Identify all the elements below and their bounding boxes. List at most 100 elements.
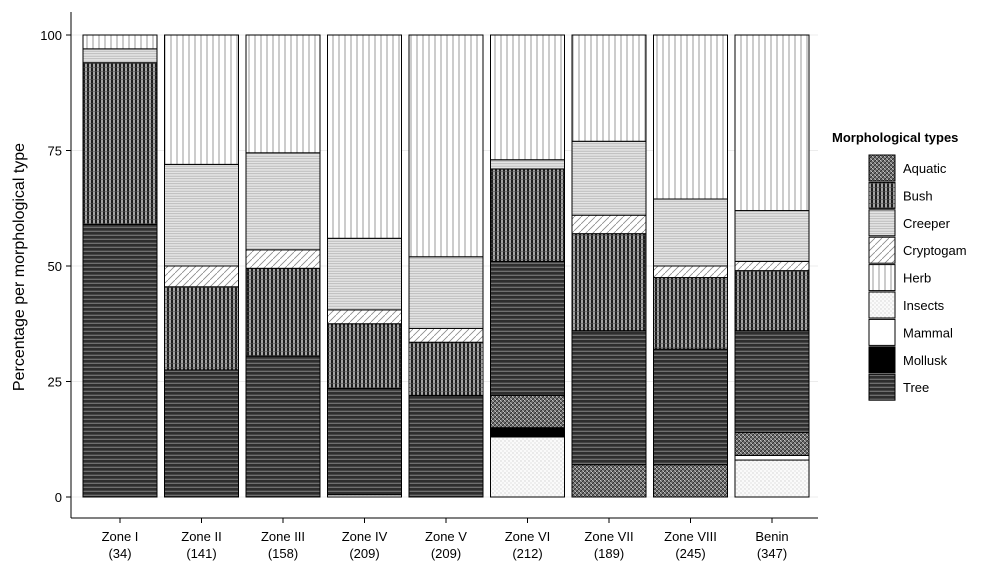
bar-segment-creeper [734,210,810,262]
x-tick-count: (158) [268,546,298,561]
legend-swatch-mammal [868,318,896,346]
bar-segment-bush [245,267,321,357]
bar-segment-bush [571,233,647,332]
bar-stack [408,34,484,498]
y-tick-label: 100 [40,28,62,43]
bars [82,34,810,498]
legend-swatch-tree [868,373,896,401]
bar-segment-bush [653,277,728,350]
bar-segment-cryptogam [245,249,321,269]
bar-segment-creeper [82,48,158,64]
bar-segment-cryptogam [653,265,728,279]
bar-segment-herb [82,34,158,50]
x-tick-label: Zone I [102,529,139,544]
bar-stack [571,34,647,498]
bar-stack [245,34,321,498]
bar-segment-herb [653,34,728,200]
bar-segment-aquatic [490,394,565,429]
legend-label: Aquatic [903,161,947,176]
bar-segment-tree [82,223,158,498]
legend-label: Tree [903,380,929,395]
x-tick-count: (347) [757,546,787,561]
legend-label: Mammal [903,325,953,340]
legend-swatch-bush [868,181,896,209]
bar-segment-creeper [164,163,239,267]
bar-segment-herb [571,34,647,142]
x-tick-label: Zone VI [505,529,551,544]
legend-label: Cryptogam [903,243,967,258]
x-tick-label: Zone VII [584,529,633,544]
y-tick-label: 75 [48,144,62,159]
legend-swatch-mollusk [868,346,896,374]
bar-segment-creeper [653,198,728,267]
bar-segment-tree [490,260,565,396]
x-axis: Zone I (34) Zone II (141) Zone III (158) Zone … [102,518,789,561]
bar-segment-tree [164,369,239,498]
x-tick-count: (245) [675,546,705,561]
bar-segment-aquatic [571,464,647,498]
bar-stack [327,34,402,498]
bar-segment-insects [734,459,810,498]
x-tick-count: (141) [186,546,216,561]
x-tick-count: (189) [594,546,624,561]
bar-segment-creeper [408,256,484,329]
legend-label: Herb [903,271,931,286]
bar-segment-mollusk [490,427,565,438]
bar-stack [490,34,565,498]
bar-stack [734,34,810,498]
bar-segment-bush [82,62,158,225]
x-tick-count: (34) [108,546,131,561]
bar-stack [653,34,728,498]
bar-segment-bush [164,286,239,371]
bar-segment-tree [327,387,402,496]
bar-segment-tree [653,348,728,466]
bar-segment-aquatic [734,431,810,456]
bar-segment-cryptogam [327,309,402,325]
x-tick-label: Zone IV [342,529,388,544]
legend-swatch-aquatic [868,154,896,182]
bar-segment-cryptogam [734,260,810,272]
x-tick-label: Zone VIII [664,529,717,544]
x-tick-label: Zone II [181,529,221,544]
bar-segment-creeper [490,159,565,170]
legend: Aquatic Bush Creeper Cryptogam Herb Insects Ma… [868,154,967,401]
legend-label: Creeper [903,216,951,231]
bar-stack [164,34,239,498]
bar-segment-bush [327,323,402,389]
legend-label: Insects [903,298,945,313]
bar-stack [82,34,158,498]
x-tick-label: Benin [755,529,788,544]
bar-segment-herb [245,34,321,154]
bar-segment-tree [245,355,321,498]
bar-segment-creeper [245,152,321,251]
bar-segment-bush [408,341,484,396]
bar-segment-creeper [571,140,647,216]
legend-label: Bush [903,188,933,203]
legend-swatch-herb [868,264,896,292]
bar-segment-aquatic [653,464,728,498]
bar-segment-herb [327,34,402,239]
x-tick-count: (212) [512,546,542,561]
bar-segment-bush [490,168,565,262]
bar-segment-cryptogam [571,214,647,235]
bar-segment-tree [408,394,484,498]
x-tick-label: Zone III [261,529,305,544]
bar-segment-cryptogam [408,327,484,343]
legend-swatch-cryptogam [868,236,896,264]
bar-segment-herb [408,34,484,258]
legend-swatch-creeper [868,209,896,237]
x-tick-count: (209) [349,546,379,561]
bar-segment-herb [164,34,239,165]
y-axis-label: Percentage per morphological type [11,143,28,391]
bar-segment-tree [734,330,810,433]
x-tick-label: Zone V [425,529,467,544]
y-axis: 0 25 50 75 100 [40,28,71,505]
y-tick-label: 50 [48,259,62,274]
bar-segment-tree [571,330,647,466]
bar-segment-insects [490,436,565,498]
x-tick-count: (209) [431,546,461,561]
legend-title: Morphological types [832,130,958,145]
legend-label: Mollusk [903,353,948,368]
bar-segment-mammal [734,454,810,461]
